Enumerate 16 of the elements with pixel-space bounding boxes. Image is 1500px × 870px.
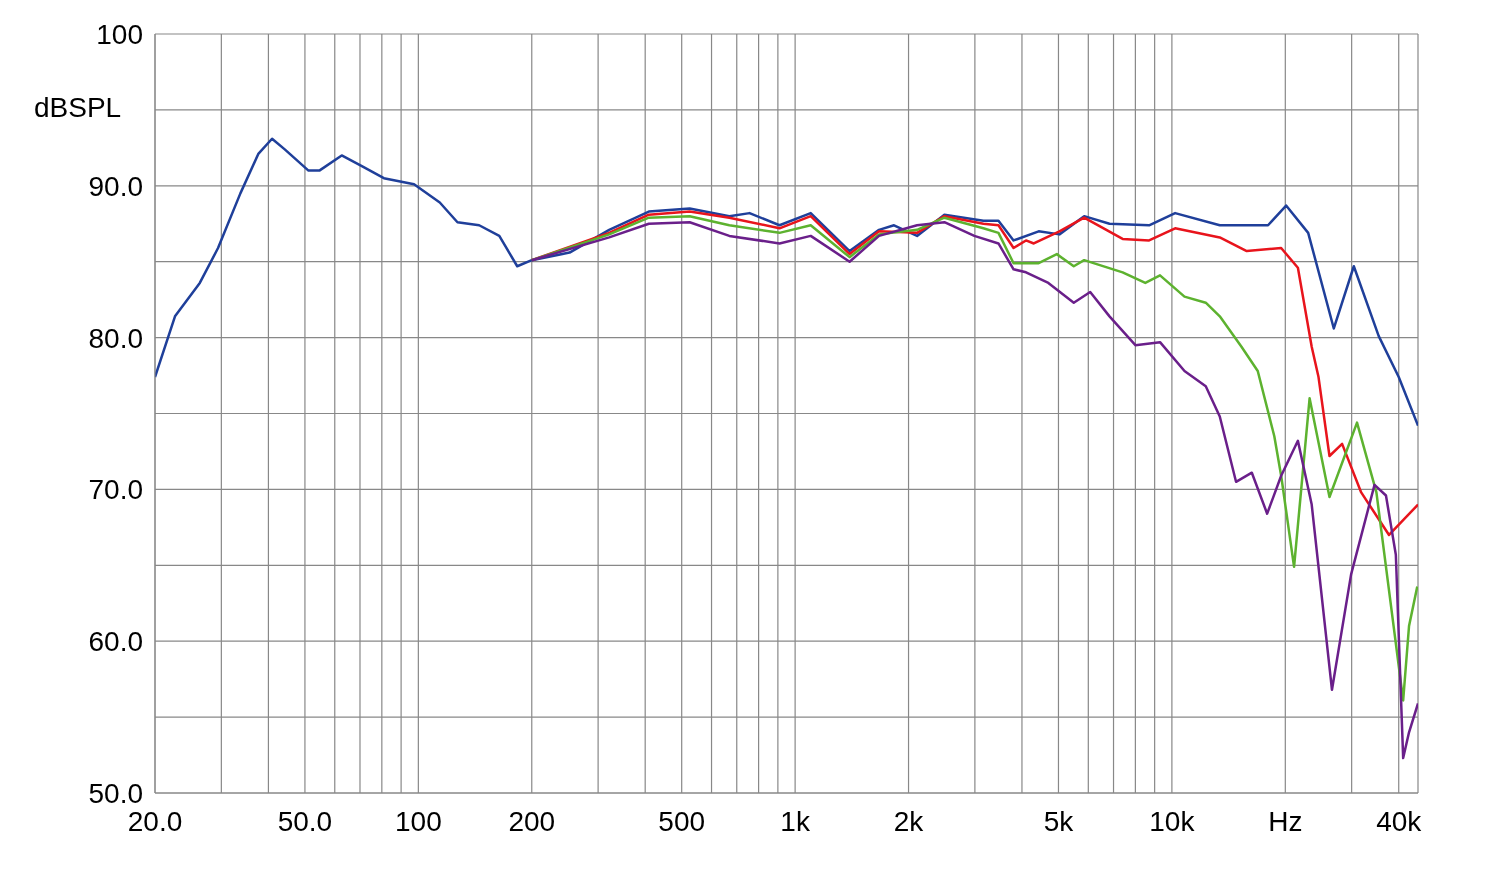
y-axis-title: dBSPL [34, 92, 122, 124]
x-tick-label: 1k [780, 805, 811, 837]
x-tick-label: 500 [658, 805, 706, 837]
y-tick-label: 70.0 [88, 474, 143, 506]
x-tick-label: 40k [1376, 805, 1423, 837]
x-tick-label: 100 [394, 805, 442, 837]
x-tick-label: 5k [1043, 805, 1075, 837]
y-tick-label: 80.0 [88, 322, 143, 354]
x-tick-label: 200 [508, 805, 556, 837]
x-tick-label: 2k [893, 805, 925, 837]
y-tick-label: 100 [96, 18, 143, 50]
y-tick-label: 60.0 [88, 626, 143, 658]
x-tick-label: 10k [1149, 805, 1196, 837]
y-tick-label: 90.0 [88, 170, 143, 202]
x-tick-label: 50.0 [277, 805, 333, 837]
x-tick-label: Hz [1268, 805, 1303, 837]
